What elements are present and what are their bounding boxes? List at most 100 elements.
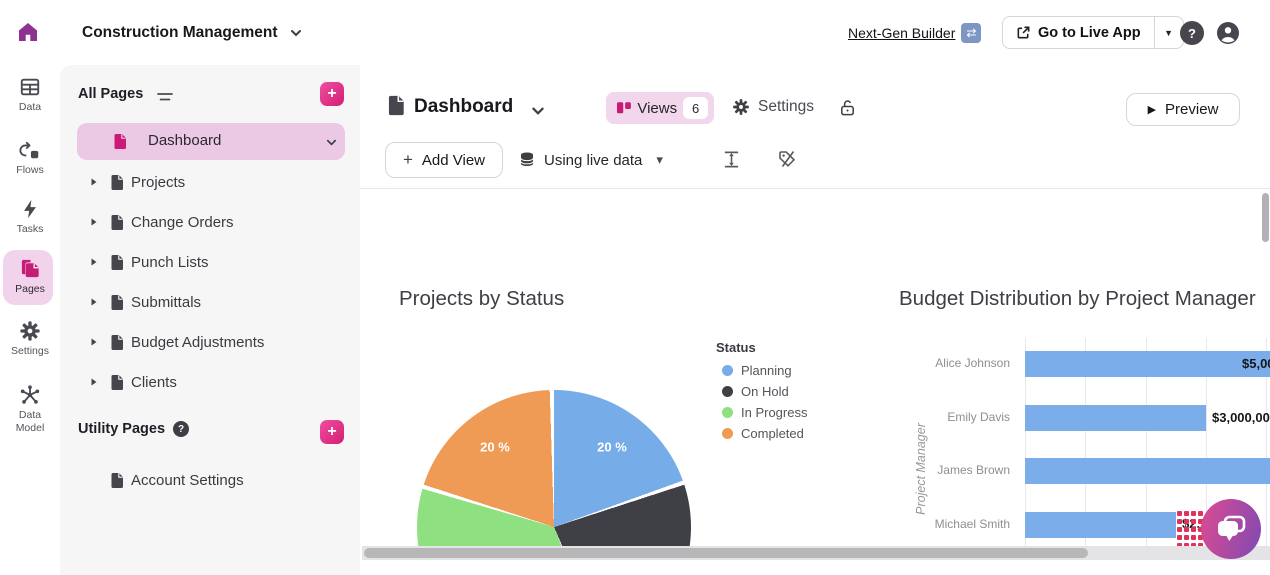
expand-arrow-icon[interactable] [90,217,98,227]
gridline [1206,338,1207,546]
sidebar-item-data-model[interactable]: Data Model [0,384,60,435]
sidebar-item-budget-adjustments[interactable]: Budget Adjustments [77,328,345,356]
preview-label: Preview [1165,101,1219,118]
home-icon[interactable] [16,20,40,44]
shuffle-icon: ⇄ [961,23,982,43]
page-label: Change Orders [131,213,234,231]
page-label: Submittals [131,293,202,311]
sidebar-item-projects[interactable]: Projects [77,168,345,196]
help-button[interactable]: ? [1180,21,1204,45]
rail-label: Settings [11,345,49,357]
go-to-live-app-main[interactable]: Go to Live App [1003,17,1154,48]
sidebar-item-pages[interactable]: Pages [0,257,60,296]
page-icon [111,294,123,310]
go-to-live-app-caret[interactable]: ▼ [1164,27,1174,38]
database-icon [520,152,534,166]
vertical-scrollbar-thumb[interactable] [1262,193,1269,242]
plus-icon: + [327,85,337,102]
data-source-dropdown[interactable]: Using live data ▾ [518,147,663,173]
app-title-menu[interactable]: Construction Management [82,24,303,42]
lock-open-icon[interactable] [838,98,857,117]
sidebar-item-tasks[interactable]: Tasks [0,198,60,236]
utility-pages-title: Utility Pages [78,421,166,437]
chevron-down-icon[interactable] [530,103,546,119]
chevron-down-icon[interactable] [325,136,338,149]
rail-label: Flows [16,164,44,176]
views-icon [617,102,631,114]
add-view-button[interactable]: + Add View [385,142,503,178]
legend-dot [722,386,733,397]
sidebar-item-submittals[interactable]: Submittals [77,288,345,316]
tag-slash-icon[interactable] [777,149,797,169]
page-icon [111,214,123,230]
rail-label: Pages [15,283,45,295]
expand-arrow-icon[interactable] [90,177,98,187]
component-drag-handle[interactable] [1177,511,1203,546]
gridline [1085,338,1086,546]
gridline [1025,338,1026,546]
sidebar-item-data[interactable]: Data [0,76,60,114]
legend-dot [722,365,733,376]
add-utility-page-button[interactable]: + [320,420,344,444]
expand-arrow-icon[interactable] [90,337,98,347]
legend-item-on-hold[interactable]: On Hold [722,384,789,399]
gridline [1266,338,1267,546]
pie-chart[interactable] [417,390,691,546]
legend-label: In Progress [741,405,808,420]
all-pages-title: All Pages [78,86,144,102]
legend-item-completed[interactable]: Completed [722,426,804,441]
sidebar-item-change-orders[interactable]: Change Orders [77,208,345,236]
data-source-label: Using live data [544,151,643,169]
views-tab[interactable]: Views 6 [606,92,714,124]
expand-arrow-icon[interactable] [90,297,98,307]
page-label: Clients [131,373,177,391]
avatar[interactable] [1216,21,1240,45]
value-label: $3,000,000 [1212,410,1270,425]
expand-arrow-icon[interactable] [90,257,98,267]
go-to-live-app-button[interactable]: Go to Live App ▼ [1002,16,1184,49]
sidebar-item-dashboard[interactable]: Dashboard [77,123,345,160]
chat-bubble-icon [1218,515,1246,541]
pages-icon [21,259,39,278]
sidebar-item-clients[interactable]: Clients [77,368,345,396]
bar-james-brown[interactable] [1025,458,1270,484]
settings-tab[interactable]: Settings [732,98,814,116]
fit-height-icon[interactable] [722,150,741,169]
sidebar-item-account-settings[interactable]: Account Settings [77,466,345,494]
bar-alice-johnson[interactable] [1025,351,1270,377]
sidebar-item-flows[interactable]: Flows [0,139,60,177]
sidebar-item-settings[interactable]: Settings [0,320,60,358]
pie-legend: Status Planning On Hold In Progress Comp… [716,339,807,441]
sidebar-item-punch-lists[interactable]: Punch Lists [77,248,345,276]
help-circle-icon[interactable]: ? [173,421,190,437]
add-page-button[interactable]: + [320,82,344,106]
rail-label: Tasks [16,223,44,235]
page-label: Dashboard [148,132,222,149]
add-view-label: Add View [421,151,486,169]
legend-item-planning[interactable]: Planning [722,363,792,378]
bar-michael-smith[interactable] [1025,512,1176,538]
chat-launcher-button[interactable] [1201,499,1261,559]
legend-label: On Hold [741,384,789,399]
horizontal-scrollbar[interactable] [362,546,1270,560]
category-label: Alice Johnson [935,356,1010,370]
page-label: Projects [131,173,186,191]
next-gen-builder-link[interactable]: Next-Gen Builder ⇄ [848,23,982,43]
horizontal-scrollbar-thumb[interactable] [364,548,1088,558]
filter-icon[interactable] [157,90,173,104]
go-to-live-app-label: Go to Live App [1038,24,1141,41]
utility-pages-header: Utility Pages ? [78,421,190,437]
expand-arrow-icon[interactable] [90,377,98,387]
page-icon [114,134,126,149]
legend-item-in-progress[interactable]: In Progress [722,405,807,420]
gridline [1146,338,1147,546]
category-label: James Brown [937,463,1010,477]
page-title: Dashboard [414,96,514,117]
page-label: Punch Lists [131,253,209,271]
y-axis-label: Project Manager [914,423,928,515]
header-divider [360,188,1270,189]
preview-button[interactable]: ▶ Preview [1126,93,1240,126]
next-gen-builder-label: Next-Gen Builder [848,25,956,41]
dashboard-canvas[interactable]: Projects by Status 20 % 20 % Status Plan… [360,189,1270,546]
bar-emily-davis[interactable] [1025,405,1206,431]
